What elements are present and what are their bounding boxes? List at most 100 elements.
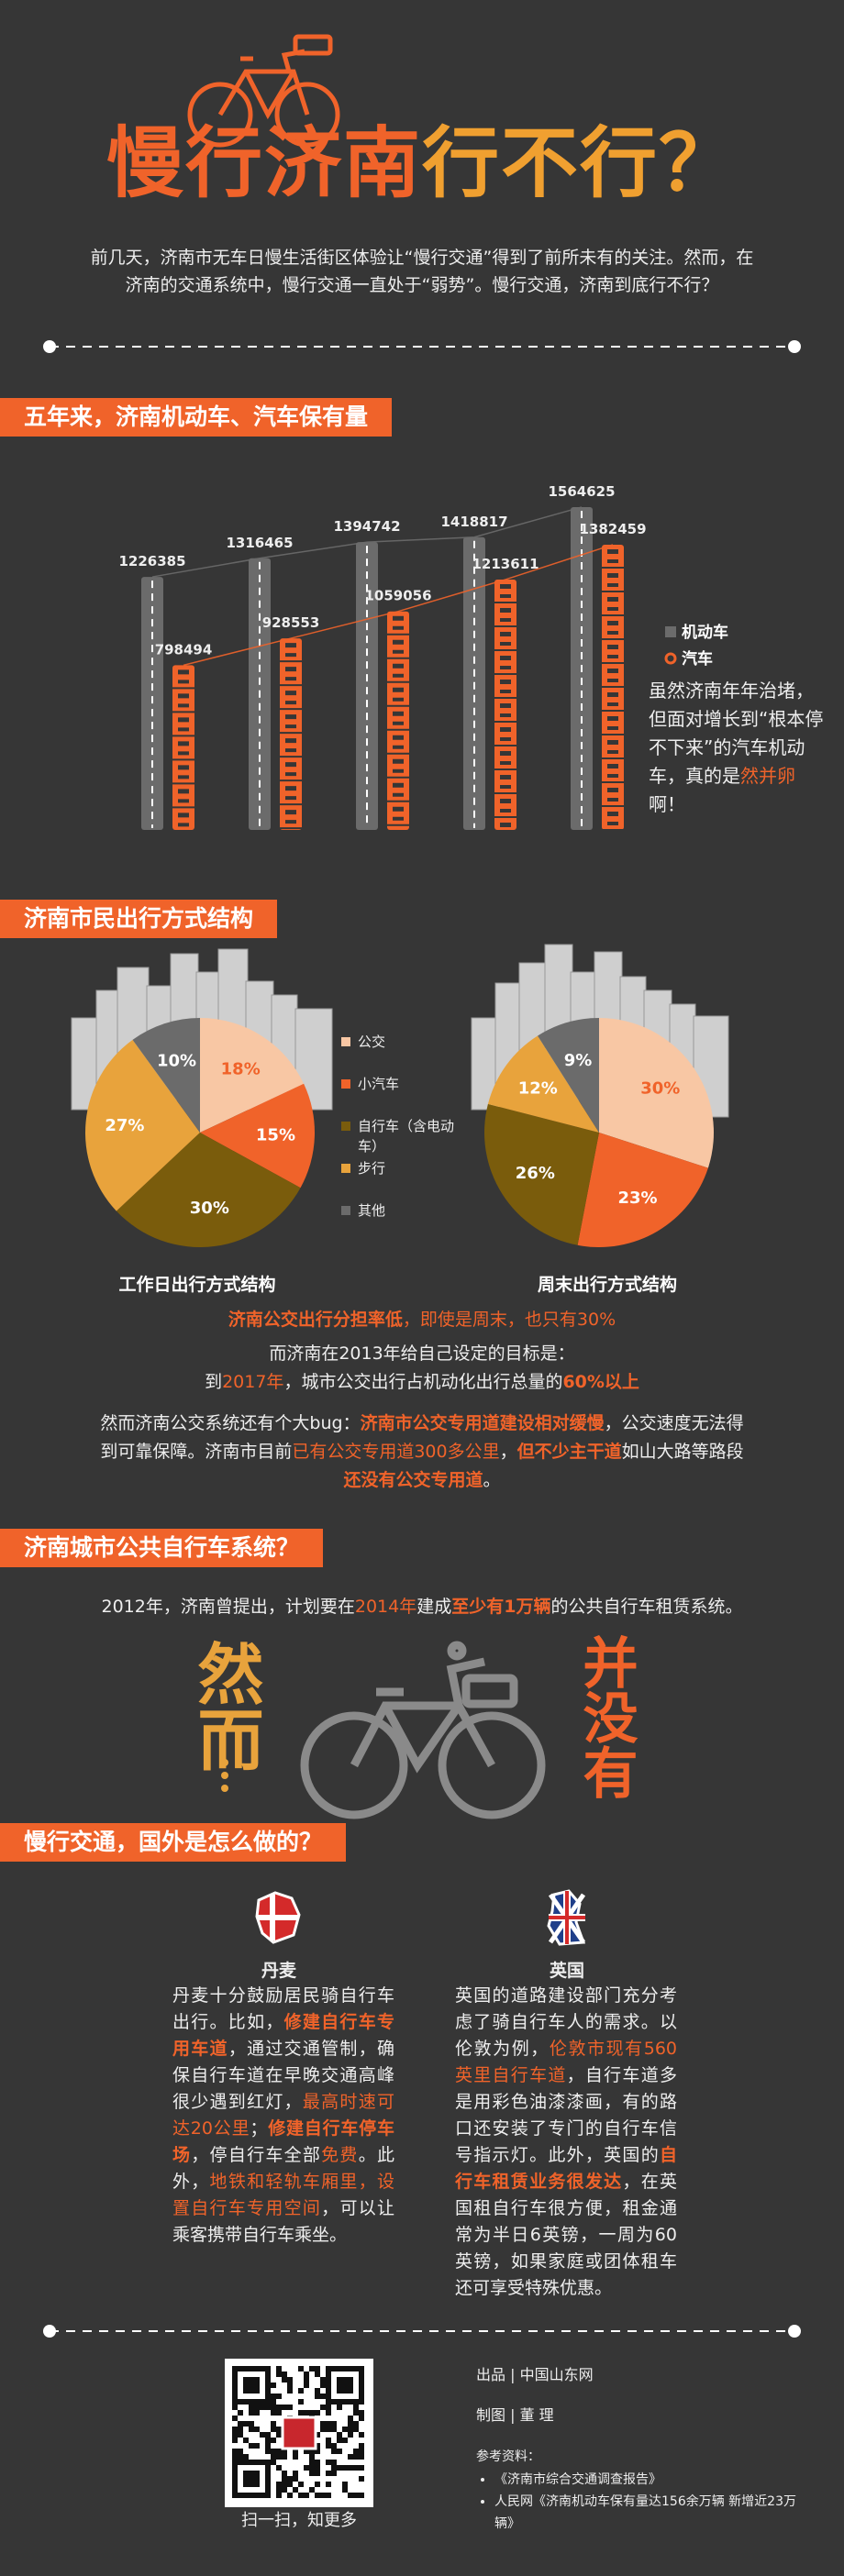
bar bbox=[356, 542, 378, 830]
trend-line bbox=[183, 544, 614, 667]
qr-finder bbox=[337, 2377, 353, 2394]
data-label: 1394742 bbox=[333, 518, 400, 535]
text-run: ，自行车道多是用彩色油漆漆画，有的路口还安装了专门的自行车信号指示灯。此外，英国… bbox=[455, 2065, 677, 2165]
car-windows bbox=[172, 669, 194, 833]
highlight-text: 修建自行车停车场 bbox=[172, 2118, 394, 2165]
data-label: 18% bbox=[221, 1059, 261, 1078]
highlight-text: 还没有公交专用道 bbox=[343, 1470, 483, 1490]
data-label: 1316465 bbox=[226, 535, 293, 551]
data-label: 30% bbox=[190, 1199, 229, 1218]
legend-label: 公交 bbox=[358, 1034, 386, 1050]
pie-slice bbox=[487, 1035, 599, 1133]
trend-line bbox=[151, 506, 583, 578]
text-run: ，通过交通管制，确保自行车道在早晚交通高峰很少遇到红灯， bbox=[172, 2039, 394, 2112]
highlight-text: 2017年 bbox=[222, 1372, 284, 1392]
legend-swatch bbox=[341, 1122, 350, 1131]
text-run: 。 bbox=[483, 1470, 501, 1490]
pie-slice bbox=[200, 1083, 316, 1188]
highlight-text: 免费 bbox=[321, 2145, 359, 2165]
legend-label: 汽车 bbox=[682, 649, 713, 669]
text-run: ， bbox=[499, 1442, 517, 1462]
legend-item: 小汽车 bbox=[341, 1074, 470, 1094]
reference: 《济南市综合交通调查报告》 bbox=[494, 2469, 797, 2491]
text-run: 啊！ bbox=[649, 793, 685, 815]
highlight-text: 慢行济南 bbox=[106, 118, 422, 208]
text-run: 的公共自行车租赁系统。 bbox=[550, 1597, 743, 1617]
legend-swatch bbox=[664, 652, 677, 665]
qr-finder bbox=[243, 2471, 260, 2487]
paragraph: 2012年，济南曾提出，计划要在2014年建成至少有1万辆的公共自行车租赁系统。 bbox=[55, 1593, 789, 1621]
title: 慢行济南行不行？ bbox=[0, 117, 844, 210]
data-label: 1059056 bbox=[364, 588, 431, 604]
car-windows bbox=[602, 548, 624, 831]
section-heading: 五年来，济南机动车、汽车保有量 bbox=[0, 398, 393, 437]
text-run: 然而济南公交系统还有个大bug： bbox=[100, 1413, 361, 1433]
qr-caption: 扫一扫，知更多 bbox=[241, 2511, 357, 2530]
text-run: 前几天，济南市无车日慢生活街区体验让“慢行交通”得到了前所未有的关注。然而，在济… bbox=[90, 248, 754, 295]
highlight-text: 60%以上 bbox=[562, 1372, 639, 1392]
chart-note: 虽然济南年年治堵，但面对增长到“根本停不下来”的汽车机动车，真的是然并卵啊！ bbox=[649, 677, 825, 819]
pie-slice bbox=[200, 1018, 305, 1133]
country-name: 英国 bbox=[549, 1961, 584, 1981]
data-label: 1382459 bbox=[579, 521, 646, 537]
pie-slice bbox=[132, 1018, 200, 1133]
qr-finder bbox=[232, 2460, 271, 2498]
text-run: 到 bbox=[205, 1372, 223, 1392]
bar bbox=[172, 665, 194, 830]
pie-slice bbox=[599, 1018, 714, 1168]
intro: 前几天，济南市无车日慢生活街区体验让“慢行交通”得到了前所未有的关注。然而，在济… bbox=[90, 244, 754, 299]
pie-slice bbox=[577, 1133, 708, 1247]
text-run: ，在英国租自行车很方便，租金通常为半日6英镑，一周为60英镑，如果家庭或团体租车… bbox=[455, 2172, 677, 2298]
section-heading: 济南市民出行方式结构 bbox=[0, 900, 278, 938]
divider bbox=[43, 2325, 801, 2338]
highlight-text: 济南公交出行分担率低 bbox=[228, 1310, 403, 1330]
car-windows bbox=[280, 643, 302, 830]
qr-finder bbox=[232, 2366, 271, 2405]
data-label: 1213611 bbox=[472, 556, 539, 572]
legend-swatch bbox=[341, 1164, 350, 1173]
big-word: 然而 bbox=[186, 1640, 263, 1772]
section-heading: 慢行交通，国外是怎么做的？ bbox=[0, 1823, 347, 1862]
data-label: 12% bbox=[518, 1079, 558, 1099]
car-windows bbox=[387, 615, 409, 850]
text-run: 英国的道路建设部门充分考虑了骑自行车人的需求。以伦敦为例， bbox=[455, 1985, 677, 2059]
pie-slice bbox=[116, 1133, 301, 1248]
highlight-text: 已有公交专用道300多公里 bbox=[292, 1442, 500, 1462]
pie-slice bbox=[85, 1039, 200, 1211]
highlight-text: 地铁和轻轨车厢里，设置自行车专用空间 bbox=[172, 2172, 394, 2218]
reference: 人民网《济南机动车保有量达156余万辆 新增近23万辆》 bbox=[494, 2491, 797, 2535]
data-label: 26% bbox=[516, 1164, 555, 1183]
legend-item: 公交 bbox=[341, 1032, 470, 1052]
data-label: 1564625 bbox=[548, 483, 615, 500]
highlight-text: 但不少主干道 bbox=[516, 1442, 622, 1462]
header-bike bbox=[187, 34, 340, 148]
text-run: ，停自行车全部 bbox=[191, 2145, 322, 2165]
credit: 出品 | 中国山东网 bbox=[476, 2366, 594, 2383]
text-run: 而济南在2013年给自己设定的目标是： bbox=[269, 1343, 575, 1364]
highlight-text: 伦敦市现有560英里自行车道 bbox=[455, 2039, 677, 2085]
denmark-flag bbox=[255, 1891, 301, 1944]
pie-slice bbox=[484, 1103, 599, 1245]
highlight-text: ，即使是周末，也只有30% bbox=[402, 1310, 616, 1330]
paragraph: 然而济南公交系统还有个大bug：济南市公交专用道建设相对缓慢，公交速度无法得到可… bbox=[92, 1410, 752, 1495]
highlight-text: 最高时速可达20公里 bbox=[172, 2092, 394, 2139]
data-label: 798494 bbox=[155, 641, 213, 658]
pie-slice bbox=[538, 1018, 599, 1133]
section-heading: 济南城市公共自行车系统？ bbox=[0, 1529, 324, 1567]
data-label: 1418817 bbox=[440, 514, 507, 530]
data-label: 1226385 bbox=[118, 553, 185, 569]
text-run: 。此外， bbox=[172, 2145, 394, 2192]
paragraph: 到2017年，城市公交出行占机动化出行总量的60%以上 bbox=[92, 1368, 752, 1397]
qr-finder bbox=[326, 2366, 364, 2405]
highlight-text: 济南市公交专用道建设相对缓慢 bbox=[360, 1413, 605, 1433]
legend-item: 步行 bbox=[341, 1158, 470, 1178]
legend-swatch bbox=[341, 1037, 350, 1046]
legend-item: 其他 bbox=[341, 1200, 470, 1221]
highlight-text: 自行车租赁业务很发达 bbox=[455, 2145, 677, 2192]
pie-title: 工作日出行方式结构 bbox=[118, 1274, 275, 1295]
dots bbox=[221, 1759, 228, 1792]
references-label: 参考资料： bbox=[476, 2449, 540, 2464]
legend-swatch bbox=[665, 626, 676, 637]
text-run: 2012年，济南曾提出，计划要在 bbox=[101, 1597, 355, 1617]
